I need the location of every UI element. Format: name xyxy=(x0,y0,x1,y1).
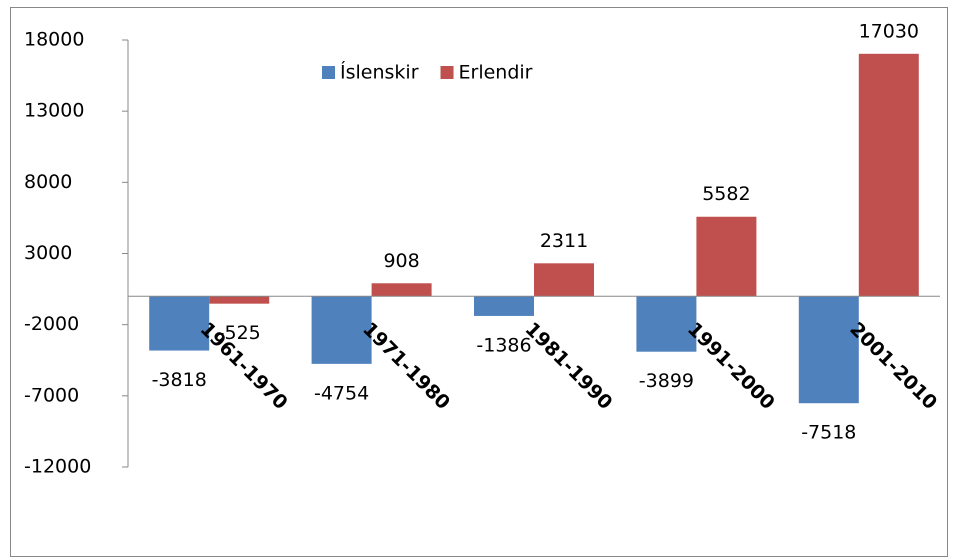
y-tick-label: -7000 xyxy=(24,384,79,406)
value-label: 908 xyxy=(383,250,419,272)
value-label: -7518 xyxy=(801,422,856,444)
legend-swatch xyxy=(440,66,454,79)
legend-label: Íslenskir xyxy=(340,61,419,84)
y-tick-label: -12000 xyxy=(24,456,91,478)
bar xyxy=(858,53,919,297)
y-tick-label: 8000 xyxy=(24,171,72,193)
value-label: 5582 xyxy=(702,183,750,205)
bar xyxy=(311,296,372,364)
value-label: -3818 xyxy=(152,369,207,391)
bar xyxy=(371,283,432,297)
legend-label: Erlendir xyxy=(459,62,533,84)
bar xyxy=(149,296,210,351)
value-label: -525 xyxy=(218,322,261,344)
bar xyxy=(798,296,859,404)
value-label: -4754 xyxy=(314,382,369,404)
bar xyxy=(474,296,534,316)
value-label: 2311 xyxy=(540,230,588,252)
value-label: -3899 xyxy=(639,370,694,392)
chart-border xyxy=(10,7,948,557)
y-tick-label: -2000 xyxy=(24,313,79,335)
y-tick-label: 18000 xyxy=(24,29,84,51)
bar xyxy=(534,263,594,297)
bar xyxy=(696,216,757,297)
value-label: 17030 xyxy=(859,20,919,42)
value-label: -1386 xyxy=(476,334,531,356)
bar xyxy=(636,296,697,352)
y-tick-label: 13000 xyxy=(24,100,84,122)
bar xyxy=(209,296,270,304)
y-tick-label: 3000 xyxy=(24,242,72,264)
legend-swatch xyxy=(322,66,335,79)
